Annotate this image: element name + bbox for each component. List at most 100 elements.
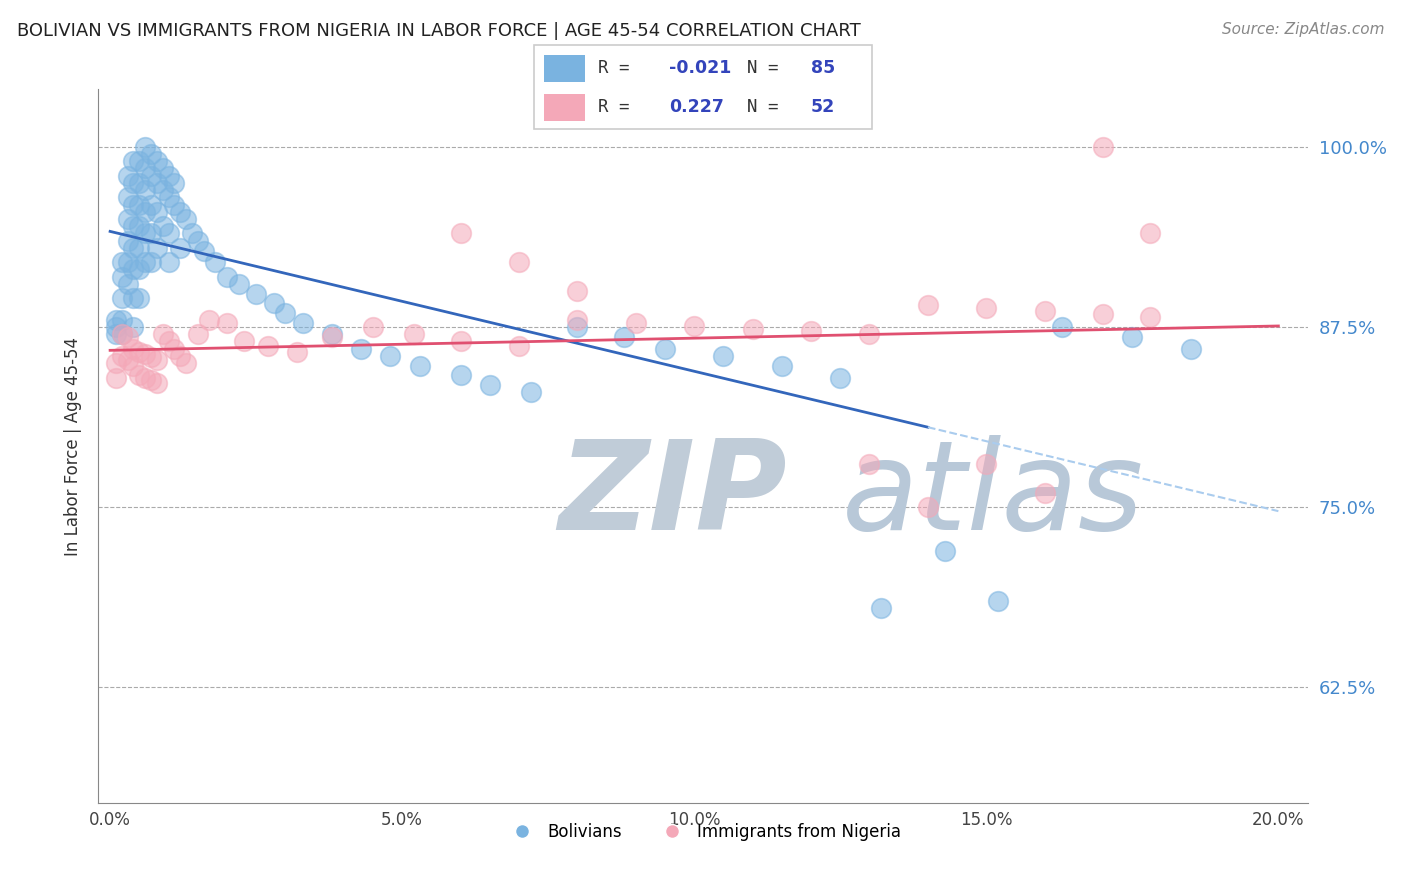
Point bbox=[111, 313, 134, 327]
Text: R =: R = bbox=[599, 60, 640, 78]
Point bbox=[139, 169, 162, 183]
Point bbox=[567, 320, 589, 334]
Point bbox=[117, 234, 139, 248]
Text: 85: 85 bbox=[811, 60, 835, 78]
Point bbox=[321, 330, 343, 344]
Point bbox=[111, 327, 134, 342]
Text: BOLIVIAN VS IMMIGRANTS FROM NIGERIA IN LABOR FORCE | AGE 45-54 CORRELATION CHART: BOLIVIAN VS IMMIGRANTS FROM NIGERIA IN L… bbox=[17, 22, 860, 40]
Point bbox=[198, 313, 221, 327]
Point bbox=[1092, 307, 1115, 321]
Bar bbox=[544, 54, 585, 82]
Point bbox=[157, 227, 180, 241]
Point bbox=[163, 342, 186, 356]
Point bbox=[146, 376, 169, 391]
Text: ZIP: ZIP bbox=[558, 435, 786, 557]
Point bbox=[654, 342, 676, 356]
Point bbox=[1033, 304, 1056, 318]
Point bbox=[157, 255, 180, 269]
Text: N =: N = bbox=[747, 60, 789, 78]
Point bbox=[128, 197, 150, 211]
Point bbox=[870, 601, 893, 615]
Point bbox=[1052, 320, 1074, 334]
Point bbox=[122, 197, 145, 211]
Point bbox=[285, 344, 308, 359]
Point bbox=[157, 334, 180, 349]
Point bbox=[830, 370, 852, 384]
Point bbox=[567, 284, 589, 298]
Point bbox=[291, 316, 314, 330]
Text: Source: ZipAtlas.com: Source: ZipAtlas.com bbox=[1222, 22, 1385, 37]
Point bbox=[741, 321, 763, 335]
Point bbox=[117, 211, 139, 226]
Point bbox=[228, 277, 250, 291]
Point bbox=[122, 320, 145, 334]
Point bbox=[163, 176, 186, 190]
Point bbox=[111, 255, 134, 269]
Point bbox=[128, 219, 150, 234]
Point bbox=[256, 339, 278, 353]
Point bbox=[1139, 227, 1161, 241]
Text: 52: 52 bbox=[811, 98, 835, 116]
Point bbox=[478, 377, 501, 392]
Point bbox=[800, 325, 823, 339]
Text: -0.021: -0.021 bbox=[669, 60, 731, 78]
Point bbox=[450, 227, 472, 241]
Point bbox=[134, 183, 156, 197]
Point bbox=[169, 204, 191, 219]
Point bbox=[104, 320, 127, 334]
Point bbox=[146, 204, 169, 219]
Point bbox=[128, 344, 150, 359]
Point bbox=[187, 327, 209, 342]
Point bbox=[987, 594, 1010, 608]
Bar bbox=[544, 94, 585, 120]
Point bbox=[146, 353, 169, 368]
Point bbox=[174, 356, 197, 370]
Point bbox=[117, 169, 139, 183]
Point bbox=[974, 457, 997, 471]
Point bbox=[350, 342, 373, 356]
Text: atlas: atlas bbox=[842, 435, 1144, 557]
Point bbox=[134, 370, 156, 384]
Point bbox=[321, 327, 343, 342]
Point bbox=[122, 291, 145, 305]
Point bbox=[193, 244, 215, 258]
Point bbox=[128, 291, 150, 305]
Point bbox=[122, 359, 145, 373]
Point bbox=[683, 318, 706, 333]
Point bbox=[567, 313, 589, 327]
Point bbox=[117, 190, 139, 204]
Point bbox=[128, 176, 150, 190]
Point bbox=[974, 301, 997, 316]
Point bbox=[450, 334, 472, 349]
Point bbox=[380, 349, 402, 363]
Point bbox=[117, 330, 139, 344]
Point bbox=[1121, 330, 1143, 344]
Point bbox=[157, 190, 180, 204]
Point bbox=[180, 227, 202, 241]
Point bbox=[122, 342, 145, 356]
Point bbox=[1180, 342, 1202, 356]
Point bbox=[146, 154, 169, 169]
Point bbox=[122, 219, 145, 234]
Point bbox=[934, 543, 956, 558]
Point bbox=[139, 197, 162, 211]
Point bbox=[134, 161, 156, 176]
Point bbox=[713, 349, 735, 363]
Point bbox=[104, 313, 127, 327]
Point bbox=[163, 197, 186, 211]
Point bbox=[152, 183, 174, 197]
Text: R =: R = bbox=[599, 98, 640, 116]
Point bbox=[152, 161, 174, 176]
Point bbox=[613, 330, 636, 344]
Point bbox=[917, 298, 939, 312]
Point bbox=[117, 353, 139, 368]
Point bbox=[117, 277, 139, 291]
Point bbox=[361, 320, 384, 334]
Point bbox=[111, 269, 134, 284]
Point bbox=[111, 327, 134, 342]
Point bbox=[134, 227, 156, 241]
Point bbox=[104, 356, 127, 370]
Point bbox=[402, 327, 425, 342]
Point bbox=[134, 347, 156, 361]
Point bbox=[122, 241, 145, 255]
